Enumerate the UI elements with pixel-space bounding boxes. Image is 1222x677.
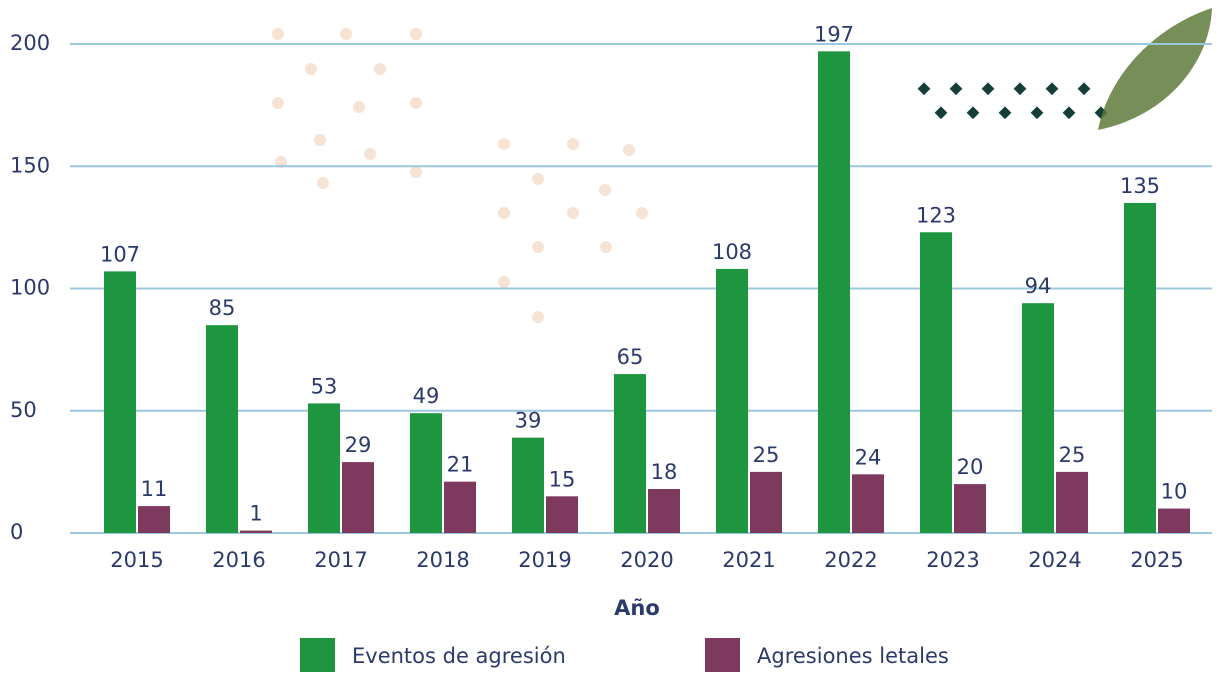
legend-label: Agresiones letales [757, 644, 949, 668]
x-tick-label: 2025 [1130, 548, 1183, 572]
x-tick-label: 2018 [416, 548, 469, 572]
bar [920, 232, 952, 533]
value-label: 135 [1120, 174, 1160, 198]
value-label: 21 [447, 453, 474, 477]
value-label: 10 [1161, 480, 1188, 504]
bar [546, 496, 578, 533]
y-tick-label: 100 [10, 276, 50, 300]
value-label: 94 [1025, 274, 1052, 298]
y-tick-label: 150 [10, 153, 50, 177]
x-tick-label: 2023 [926, 548, 979, 572]
value-label: 123 [916, 203, 956, 227]
x-axis-title: Año [614, 596, 660, 620]
bar [512, 438, 544, 533]
bar [308, 403, 340, 533]
x-tick-label: 2022 [824, 548, 877, 572]
bar [818, 51, 850, 533]
bar [410, 413, 442, 533]
leaf [1098, 8, 1212, 130]
bar [1124, 203, 1156, 533]
value-label: 49 [413, 384, 440, 408]
value-label: 20 [957, 455, 984, 479]
bar [1158, 509, 1190, 533]
bar [1022, 303, 1054, 533]
value-label: 53 [311, 374, 338, 398]
x-tick-label: 2021 [722, 548, 775, 572]
x-tick-label: 2015 [110, 548, 163, 572]
value-label: 29 [345, 433, 372, 457]
x-tick-label: 2019 [518, 548, 571, 572]
x-tick-label: 2016 [212, 548, 265, 572]
value-label: 15 [549, 467, 576, 491]
value-label: 11 [141, 477, 168, 501]
value-label: 39 [515, 409, 542, 433]
bar [954, 484, 986, 533]
x-tick-label: 2017 [314, 548, 367, 572]
bar [138, 506, 170, 533]
legend-swatch [705, 638, 740, 672]
bar [614, 374, 646, 533]
legend-swatch [300, 638, 335, 672]
x-tick-label: 2020 [620, 548, 673, 572]
bar [206, 325, 238, 533]
legend-label: Eventos de agresión [352, 644, 566, 668]
value-label: 1 [249, 502, 262, 526]
value-label: 25 [1059, 443, 1086, 467]
value-label: 65 [617, 345, 644, 369]
value-label: 25 [753, 443, 780, 467]
decoration [918, 82, 1108, 119]
bar [444, 482, 476, 533]
value-label: 24 [855, 445, 882, 469]
value-label: 85 [209, 296, 236, 320]
bar [342, 462, 374, 533]
bar [648, 489, 680, 533]
decoration [272, 28, 648, 323]
y-tick-label: 50 [10, 398, 37, 422]
x-tick-label: 2024 [1028, 548, 1081, 572]
bar [852, 474, 884, 533]
value-label: 197 [814, 22, 854, 46]
bar [104, 271, 136, 533]
bar [240, 531, 272, 533]
y-tick-label: 200 [10, 31, 50, 55]
value-label: 18 [651, 460, 678, 484]
y-tick-label: 0 [10, 520, 23, 544]
bar [1056, 472, 1088, 533]
value-label: 107 [100, 242, 140, 266]
chart: Año 050100150200201520162017201820192020… [0, 0, 1222, 677]
value-label: 108 [712, 240, 752, 264]
bar [716, 269, 748, 533]
bar [750, 472, 782, 533]
